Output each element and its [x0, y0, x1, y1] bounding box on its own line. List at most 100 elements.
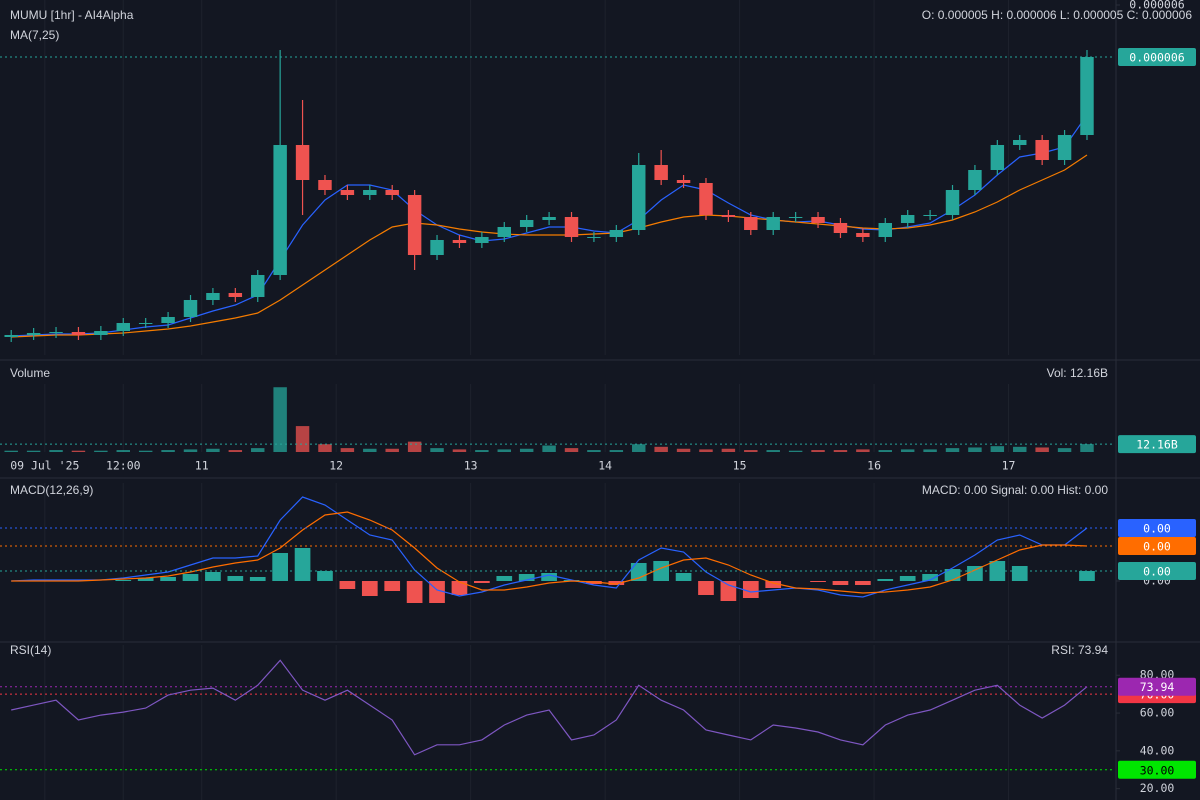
- volume-bar: [721, 448, 736, 452]
- value-tag: [1118, 677, 1196, 696]
- value-tag-label: 0.000006: [1129, 51, 1184, 65]
- histogram-bar: [675, 573, 692, 581]
- volume-bar: [654, 446, 668, 452]
- candle-body: [26, 333, 41, 335]
- volume-bar: [161, 450, 175, 452]
- candle-body: [251, 275, 265, 297]
- volume-bar: [856, 449, 870, 452]
- volume-bar: [587, 450, 601, 452]
- volume-bar: [452, 449, 467, 452]
- pane-legend: Vol: 12.16B: [1047, 366, 1108, 380]
- y-tick-label: 20.00: [1140, 781, 1175, 795]
- volume-bar: [116, 450, 130, 452]
- volume-bar: [609, 450, 624, 452]
- candle-body: [4, 335, 18, 337]
- x-tick-label: 09 Jul '25: [10, 459, 79, 473]
- candle-body: [856, 233, 870, 237]
- candle-body: [811, 217, 825, 223]
- histogram-bar: [698, 581, 714, 595]
- volume-bar: [1080, 444, 1094, 452]
- pane-subtitle: MA(7,25): [10, 28, 59, 42]
- histogram-bar: [899, 576, 916, 581]
- candle-body: [564, 217, 579, 237]
- pane-title: Volume: [10, 366, 50, 380]
- volume-bar: [138, 450, 153, 452]
- histogram-bar: [272, 553, 288, 581]
- candle-body: [833, 223, 848, 233]
- volume-bar: [923, 449, 937, 452]
- volume-bar: [183, 449, 198, 452]
- candle-body: [878, 223, 892, 237]
- histogram-bar: [361, 581, 378, 596]
- candle-body: [699, 183, 713, 215]
- volume-bar: [699, 449, 713, 452]
- y-tick-label: 60.00: [1140, 706, 1175, 720]
- candle-body: [587, 237, 601, 238]
- candle-body: [990, 145, 1005, 170]
- histogram-bar: [989, 561, 1006, 581]
- candle-body: [542, 217, 556, 220]
- histogram-bar: [474, 581, 490, 583]
- value-tag: [1118, 562, 1196, 580]
- volume-bar: [71, 450, 86, 452]
- histogram-bar: [205, 572, 221, 581]
- y-tick-label: 40.00: [1140, 743, 1175, 757]
- volume-bar: [744, 450, 758, 452]
- histogram-bar: [406, 581, 423, 603]
- value-tag: [1118, 435, 1196, 454]
- volume-bar: [295, 426, 310, 452]
- histogram-bar: [249, 577, 266, 581]
- histogram-bar: [967, 566, 983, 581]
- candle-body: [609, 230, 624, 237]
- histogram-bar: [496, 576, 513, 581]
- histogram-bar: [765, 581, 782, 588]
- macd-line: [11, 496, 1088, 598]
- macd-line: [11, 511, 1088, 594]
- candle-body: [183, 300, 198, 317]
- volume-bar: [519, 448, 534, 452]
- histogram-bar: [922, 574, 938, 581]
- volume-bar: [273, 387, 287, 452]
- volume-bar: [363, 448, 377, 452]
- x-tick-label: 16: [867, 459, 881, 473]
- candle-body: [744, 217, 758, 230]
- pane-legend: O: 0.000005 H: 0.000006 L: 0.000005 C: 0…: [922, 8, 1193, 22]
- candle-body: [900, 215, 915, 223]
- pane-title: MACD(12,26,9): [10, 483, 93, 497]
- candle-body: [318, 180, 332, 190]
- pane-title: RSI(14): [10, 643, 51, 657]
- x-tick-label: 17: [1002, 459, 1016, 473]
- candle-body: [340, 190, 355, 195]
- volume-bar: [251, 448, 265, 452]
- value-tag: [1118, 519, 1196, 537]
- rsi-line: [11, 659, 1088, 756]
- value-tag-label: 73.94: [1140, 680, 1175, 694]
- candle-body: [766, 217, 780, 230]
- candle-body: [385, 190, 399, 195]
- volume-bar: [676, 448, 691, 452]
- volume-bar: [833, 450, 848, 452]
- volume-bar: [990, 446, 1005, 452]
- volume-bar: [564, 448, 579, 452]
- volume-bar: [340, 448, 355, 452]
- candle-body: [923, 215, 937, 216]
- histogram-bar: [339, 581, 356, 589]
- candle-body: [654, 165, 668, 180]
- candle-body: [519, 220, 534, 227]
- volume-bar: [94, 450, 108, 452]
- value-tag-label: 0.00: [1143, 522, 1171, 536]
- volume-bar: [1013, 446, 1027, 452]
- histogram-bar: [877, 579, 894, 581]
- volume-bar: [878, 450, 892, 452]
- volume-bar: [811, 450, 825, 452]
- candle-body: [363, 190, 377, 195]
- histogram-bar: [227, 576, 244, 581]
- volume-bar: [4, 450, 18, 452]
- candle-body: [1035, 140, 1049, 160]
- pane-legend: RSI: 73.94: [1051, 643, 1108, 657]
- candle-body: [1080, 57, 1094, 135]
- volume-bar: [49, 450, 63, 452]
- volume-bar: [497, 449, 511, 452]
- volume-bar: [430, 448, 444, 452]
